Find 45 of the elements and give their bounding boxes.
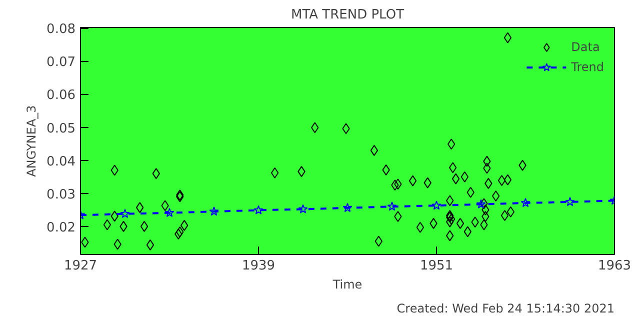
point — [394, 211, 402, 222]
y-tick-label: 0.04 — [46, 154, 76, 170]
point — [498, 174, 506, 186]
x-tick-label: 1927 — [64, 258, 98, 274]
legend-label: Trend — [571, 60, 604, 74]
point — [452, 173, 460, 184]
point — [416, 222, 424, 233]
y-tick-label: 0.07 — [46, 55, 76, 70]
x-axis-title: Time — [332, 278, 362, 292]
point — [408, 175, 417, 186]
point — [140, 220, 148, 232]
y-tick-label: 0.06 — [46, 88, 76, 104]
point — [209, 206, 219, 216]
point — [460, 171, 469, 182]
point — [500, 210, 509, 222]
point — [565, 196, 575, 206]
point — [370, 144, 378, 156]
chart-title: MTA TREND PLOT — [290, 8, 404, 22]
point — [103, 219, 112, 230]
point — [387, 202, 397, 211]
x-tick-label: 1939 — [242, 258, 276, 274]
point — [456, 218, 464, 229]
y-tick-label: 0.05 — [46, 121, 76, 136]
point — [448, 162, 457, 174]
y-tick-label: 0.03 — [46, 187, 76, 202]
point — [520, 198, 530, 208]
point — [482, 211, 490, 222]
point — [254, 205, 264, 214]
x-tick-label: 1963 — [598, 258, 632, 274]
point — [504, 32, 512, 44]
point — [270, 167, 279, 178]
point — [120, 208, 130, 218]
y-axis-title: ANGYNEA_3 — [24, 105, 39, 177]
point — [146, 239, 154, 250]
x-tick-label: 1951 — [420, 258, 454, 274]
point — [342, 202, 352, 212]
point — [298, 204, 308, 214]
legend-label: Data — [571, 40, 600, 54]
point — [164, 208, 174, 218]
y-tick-label: 0.08 — [46, 22, 76, 38]
point — [504, 174, 512, 186]
point — [476, 199, 486, 208]
y-tick-label: 0.02 — [46, 220, 76, 236]
text: Created: Wed Feb 24 15:14:30 2021 — [396, 302, 614, 316]
point — [432, 200, 442, 210]
